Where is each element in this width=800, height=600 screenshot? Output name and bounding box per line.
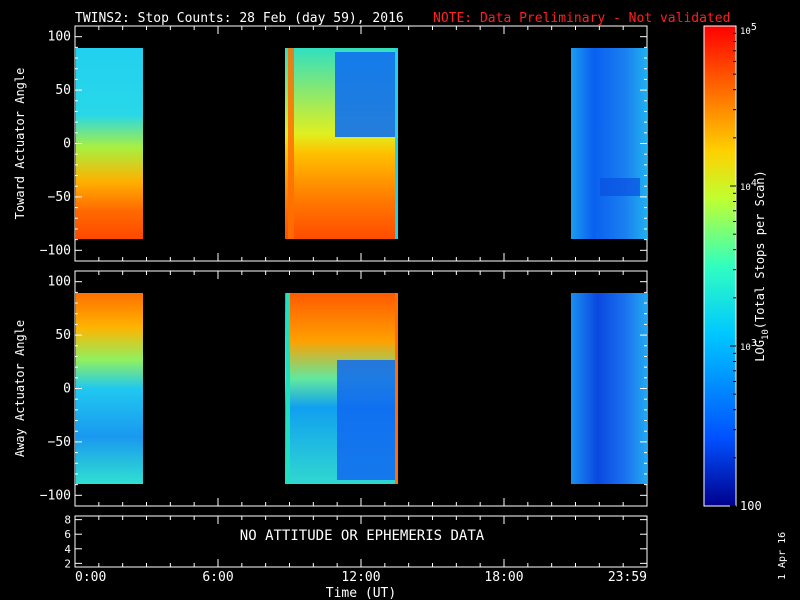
- y-tick-label: −100: [40, 243, 71, 258]
- toward-x-ticks: [74, 26, 648, 261]
- panel-toward: 100 50 0 −50 −100 Toward Actuator Angle: [13, 25, 648, 262]
- toward-block-2-stripe: [395, 48, 398, 239]
- toward-block-1: [76, 48, 143, 239]
- x-tick-label: 18:00: [484, 570, 523, 585]
- toward-block-3: [571, 48, 647, 239]
- away-x-ticks: [74, 271, 648, 506]
- colorbar-label-suffix: (Total Stops per Scan): [753, 170, 767, 329]
- colorbar-tick-label: 104: [740, 178, 757, 193]
- away-block-2-stripe: [395, 293, 398, 484]
- no-data-message: NO ATTITUDE OR EPHEMERIS DATA: [240, 528, 485, 544]
- away-y-axis: 100 50 0 −50 −100: [40, 275, 647, 503]
- away-y-label: Away Actuator Angle: [13, 320, 27, 457]
- y-tick-label: 50: [55, 328, 71, 343]
- x-axis-label: Time (UT): [326, 586, 396, 600]
- ephemeris-x-axis: 0:00 6:00 12:00 18:00 23:59: [74, 516, 648, 585]
- away-block-3: [571, 293, 647, 484]
- toward-block-3-band: [600, 178, 640, 196]
- y-tick-label: 6: [64, 528, 71, 541]
- colorbar-label: LOG10(Total Stops per Scan): [753, 170, 771, 361]
- y-tick-label: 100: [48, 30, 71, 45]
- y-tick-label: 2: [64, 557, 71, 570]
- colorbar-tick-label: 103: [740, 338, 757, 353]
- y-tick-label: −50: [48, 190, 71, 205]
- panel-away: 100 50 0 −50 −100 Away Actuator Angle: [13, 270, 648, 507]
- x-tick-label: 6:00: [202, 570, 233, 585]
- toward-y-axis: 100 50 0 −50 −100: [40, 30, 647, 258]
- toward-y-label: Toward Actuator Angle: [13, 68, 27, 220]
- y-tick-label: 8: [64, 514, 71, 527]
- colorbar-ticks: 100 103 104 105: [730, 22, 762, 513]
- toward-block-2-edge: [288, 48, 294, 239]
- y-tick-label: −50: [48, 435, 71, 450]
- colorbar-label-base: 10: [761, 329, 771, 340]
- x-tick-label: 23:59: [608, 570, 647, 585]
- y-tick-label: 4: [64, 543, 71, 556]
- y-tick-label: −100: [40, 488, 71, 503]
- colorbar: 100 103 104 105 LOG10(Total Stops per Scan): [703, 22, 771, 513]
- preliminary-note: NOTE: Data Preliminary - Not validated: [433, 11, 730, 26]
- away-block-1: [76, 293, 143, 484]
- date-stamp: 1 Apr 16: [777, 532, 788, 580]
- y-tick-label: 0: [63, 382, 71, 397]
- ephemeris-y-axis: 86 42: [64, 514, 647, 570]
- away-block-2-low: [337, 360, 395, 480]
- colorbar-tick-label: 100: [740, 499, 762, 513]
- y-tick-label: 0: [63, 137, 71, 152]
- panel-ephemeris: 86 42 0:00 6:00 12:00 18:00 23:59 NO ATTITUDE…: [64, 514, 648, 585]
- colorbar-label-prefix: LOG: [753, 340, 767, 362]
- away-block-2-edge: [286, 293, 290, 484]
- y-tick-label: 100: [48, 275, 71, 290]
- toward-block-2-low: [335, 52, 395, 137]
- chart-title: TWINS2: Stop Counts: 28 Feb (day 59), 20…: [75, 11, 404, 26]
- y-tick-label: 50: [55, 83, 71, 98]
- x-tick-label: 12:00: [341, 570, 380, 585]
- colorbar-gradient: [703, 25, 737, 507]
- x-tick-label: 0:00: [75, 570, 106, 585]
- colorbar-tick-label: 105: [740, 22, 757, 37]
